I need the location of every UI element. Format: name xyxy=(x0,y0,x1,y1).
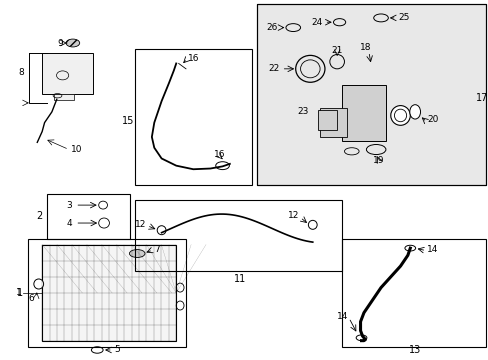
Ellipse shape xyxy=(355,335,366,341)
Bar xyxy=(27,239,185,347)
Text: 10: 10 xyxy=(70,145,82,154)
Text: 20: 20 xyxy=(427,114,438,123)
Ellipse shape xyxy=(157,226,165,235)
Text: 4: 4 xyxy=(66,219,72,228)
Ellipse shape xyxy=(404,245,415,251)
Text: 16: 16 xyxy=(214,150,225,159)
Text: 18: 18 xyxy=(359,43,370,52)
Ellipse shape xyxy=(91,347,103,353)
Text: 16: 16 xyxy=(188,54,200,63)
Text: 12: 12 xyxy=(134,220,146,229)
Ellipse shape xyxy=(129,249,145,257)
Text: 9: 9 xyxy=(57,39,63,48)
Bar xyxy=(47,194,130,239)
Text: 12: 12 xyxy=(287,211,299,220)
Bar xyxy=(135,49,251,185)
Text: 7: 7 xyxy=(154,246,160,255)
Text: 23: 23 xyxy=(297,107,308,116)
Ellipse shape xyxy=(215,162,229,170)
Bar xyxy=(54,94,74,100)
Text: 15: 15 xyxy=(122,116,135,126)
Text: 21: 21 xyxy=(331,46,342,55)
Bar xyxy=(256,4,485,185)
Text: 17: 17 xyxy=(475,93,488,103)
Bar xyxy=(256,4,485,185)
Text: 11: 11 xyxy=(233,274,245,284)
Text: 26: 26 xyxy=(266,23,277,32)
Text: 1: 1 xyxy=(17,288,22,298)
Ellipse shape xyxy=(308,220,317,229)
Bar xyxy=(42,53,93,94)
Text: 25: 25 xyxy=(397,13,408,22)
Text: 13: 13 xyxy=(408,345,421,355)
Bar xyxy=(341,85,385,140)
Text: 3: 3 xyxy=(66,201,72,210)
Ellipse shape xyxy=(34,279,43,289)
Text: 1: 1 xyxy=(16,288,22,297)
Bar xyxy=(341,239,485,347)
Text: 6: 6 xyxy=(28,294,34,303)
Text: 22: 22 xyxy=(268,64,279,73)
Text: 19: 19 xyxy=(372,156,384,165)
Bar xyxy=(135,200,341,271)
Text: 24: 24 xyxy=(311,18,322,27)
Bar xyxy=(317,110,336,130)
Ellipse shape xyxy=(409,105,420,119)
Bar xyxy=(320,108,346,137)
Text: 2: 2 xyxy=(36,211,42,221)
Text: 14: 14 xyxy=(427,246,438,255)
Bar xyxy=(42,244,176,341)
Text: 14: 14 xyxy=(336,312,347,321)
Text: 8: 8 xyxy=(18,68,24,77)
Ellipse shape xyxy=(390,105,409,125)
Text: 5: 5 xyxy=(114,346,120,355)
Ellipse shape xyxy=(66,39,80,47)
